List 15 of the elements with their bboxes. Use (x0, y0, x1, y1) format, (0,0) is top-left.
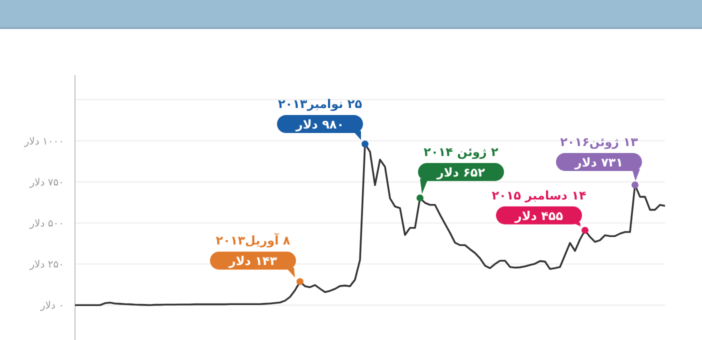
y-tick-label: ۵۰۰ دلار (28, 218, 64, 230)
data-label: ۶۵۲ دلار (436, 165, 486, 180)
annotation: ۲۵ نوامبر۲۰۱۳ (278, 97, 362, 112)
data-label: ۱۴۳ دلار (228, 254, 278, 268)
annotation: ۲ ژوئن ۲۰۱۴ (424, 144, 499, 159)
data-label: ۴۵۵ دلار (514, 208, 564, 223)
y-tick-label: ۱۰۰۰ دلار (23, 136, 64, 148)
annotation: ۱۴ دسامبر ۲۰۱۵ (492, 188, 586, 202)
annotation: ۱۳ ژوئن۲۰۱۶ (560, 134, 639, 149)
annotation: ۸ آوریل۲۰۱۳ (216, 232, 291, 248)
data-label: ۷۳۱ دلار (574, 155, 624, 170)
y-tick-label: ۷۵۰ دلار (28, 177, 64, 188)
y-tick-label: ۰ دلار (39, 300, 64, 312)
data-label: ۹۸۰ دلار (294, 118, 344, 132)
y-tick-label: ۲۵۰ دلار (28, 260, 64, 271)
